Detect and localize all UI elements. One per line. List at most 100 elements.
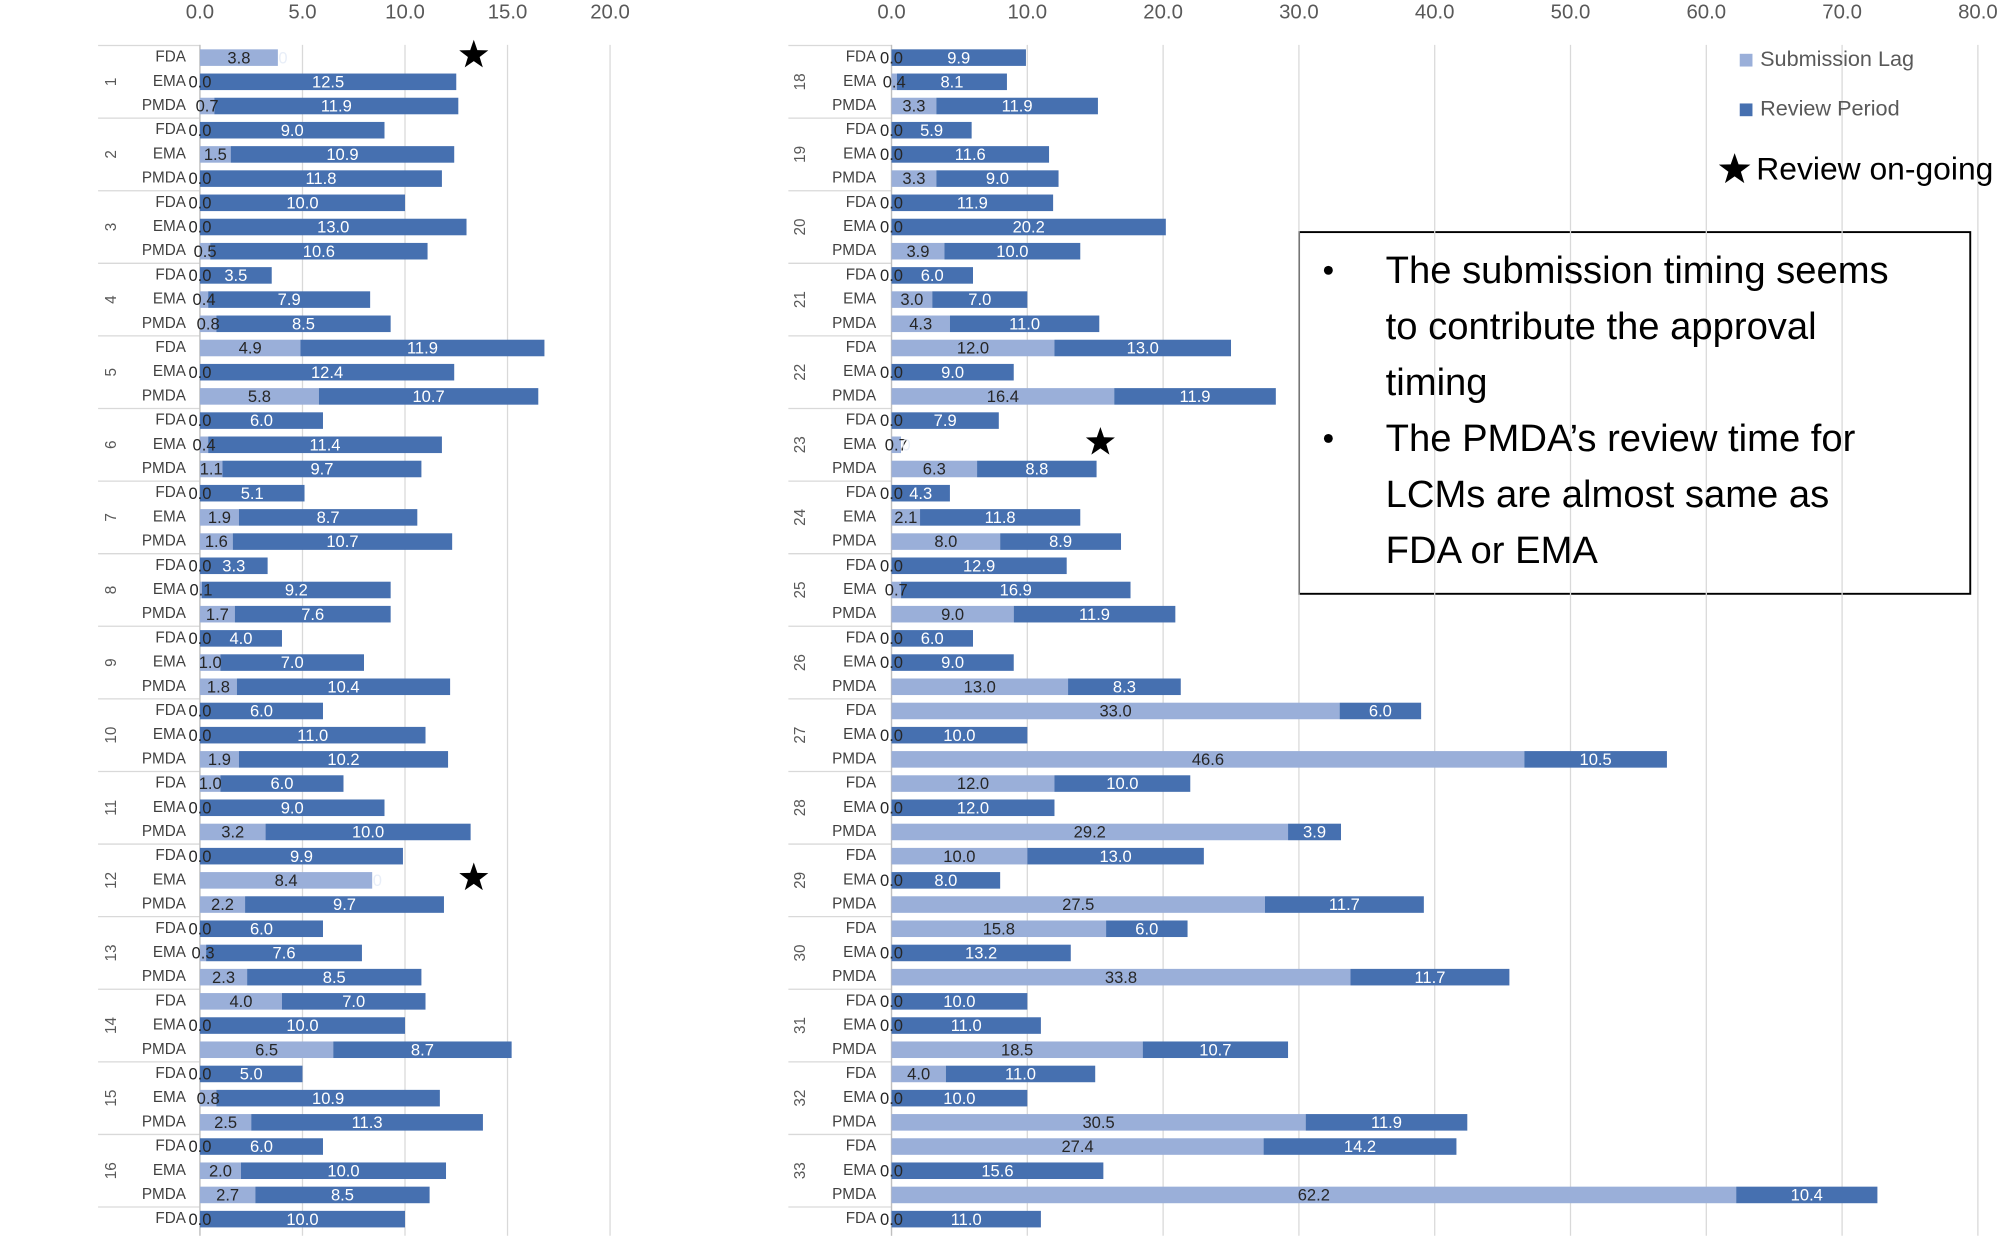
bar-segment [891,1114,1306,1131]
data-label: 1.0 [199,774,222,793]
data-label: 11.8 [985,508,1016,527]
data-label: 0.1 [189,581,212,600]
group-label: 8 [103,586,120,595]
data-label: 27.5 [1062,895,1094,914]
data-label: 13.0 [1099,847,1131,866]
bar-segment [216,1089,440,1107]
data-label: 11.3 [352,1113,383,1132]
row-label: EMA [153,363,187,380]
row-label: EMA [843,799,877,816]
data-label: 3.9 [906,242,929,261]
legend-label: Submission Lag [1760,46,1914,71]
data-label: 0.0 [188,1065,211,1084]
row-label: FDA [155,121,186,138]
bar-segment [891,557,1067,575]
data-label: 0.0 [880,145,903,164]
data-label: 0.0 [880,48,903,67]
data-label: 8.9 [1049,532,1072,551]
data-label: 6.0 [1369,702,1392,721]
data-label: 9.9 [290,847,313,866]
bar-segment [891,412,999,429]
data-label: 62.2 [1298,1186,1330,1205]
row-label: EMA [153,1162,187,1179]
bar-segment [1013,605,1176,623]
annotation-text: FDA or EMA [1386,529,1599,572]
data-label: 8.0 [934,532,957,551]
bar-segment [199,1210,406,1228]
bar-segment [245,896,444,913]
data-label: 2.7 [216,1186,239,1205]
data-label: 3.8 [227,48,250,67]
ongoing-marker [459,39,489,68]
x-tick-label: 10.0 [1007,1,1047,23]
bar-segment [1027,847,1204,865]
bar-segment [199,1162,241,1180]
group-label: 7 [103,513,120,522]
data-label: 6.0 [250,702,273,721]
data-label: 1.5 [204,145,227,164]
data-label: 7.9 [934,411,957,430]
data-label: 10.0 [286,1210,318,1229]
row-label: PMDA [142,678,187,695]
bar-segment [891,436,902,454]
bar-segment [891,49,1026,66]
bar-segment [199,1138,323,1155]
data-label: 2.3 [212,968,235,987]
row-label: EMA [153,291,187,308]
bar-segment [247,968,422,986]
group-label: 29 [792,872,809,889]
bar-segment [891,170,937,187]
bar-segment [896,73,1007,91]
data-label: 10.4 [327,677,359,696]
data-label: 9.0 [986,169,1009,188]
bar-segment [1305,1114,1468,1131]
row-label: EMA [153,654,187,671]
data-label: 11.9 [1371,1113,1402,1132]
group-label: 24 [792,508,809,525]
bar-segment [214,97,459,115]
data-label: 4.3 [909,314,932,333]
data-label: 9.2 [285,581,308,600]
bar-segment [199,509,239,526]
bar-segment [891,1210,1041,1228]
bar-segment [199,49,278,66]
data-label: 6.0 [1135,919,1158,938]
data-label: 10.0 [943,847,975,866]
data-label: 10.4 [1791,1186,1823,1205]
data-label: 0.0 [188,847,211,866]
bar-segment [891,896,1265,913]
data-label: 10.7 [326,532,358,551]
row-label: FDA [155,484,186,501]
bar-segment [891,1089,1028,1107]
bar-segment [199,799,385,817]
data-label: 10.0 [996,242,1028,261]
data-label: 3.2 [221,823,244,842]
bar-segment [891,702,1340,720]
data-label: 6.0 [250,411,273,430]
row-label: PMDA [832,460,877,477]
bar-segment [199,630,282,647]
group-label: 26 [792,654,809,671]
row-label: EMA [843,1162,877,1179]
bar-segment [1264,896,1424,913]
data-label: 1.9 [208,750,231,769]
bar-segment [199,993,282,1010]
data-label: 7.0 [281,653,304,672]
row-label: FDA [846,194,877,211]
bar-segment [891,968,1351,986]
bar-segment [891,146,1050,163]
data-label: 9.0 [941,363,964,382]
data-label: 6.0 [921,266,944,285]
bar-segment [220,654,364,671]
data-label: 1.7 [206,605,229,624]
bar-segment [891,460,978,478]
bar-segment [891,97,937,115]
bar-segment [199,557,268,575]
row-label: FDA [155,775,186,792]
bar-segment [891,291,933,308]
row-label: PMDA [832,678,877,695]
data-label: 1.9 [208,508,231,527]
group-label: 11 [103,800,120,816]
group-label: 32 [792,1090,809,1107]
